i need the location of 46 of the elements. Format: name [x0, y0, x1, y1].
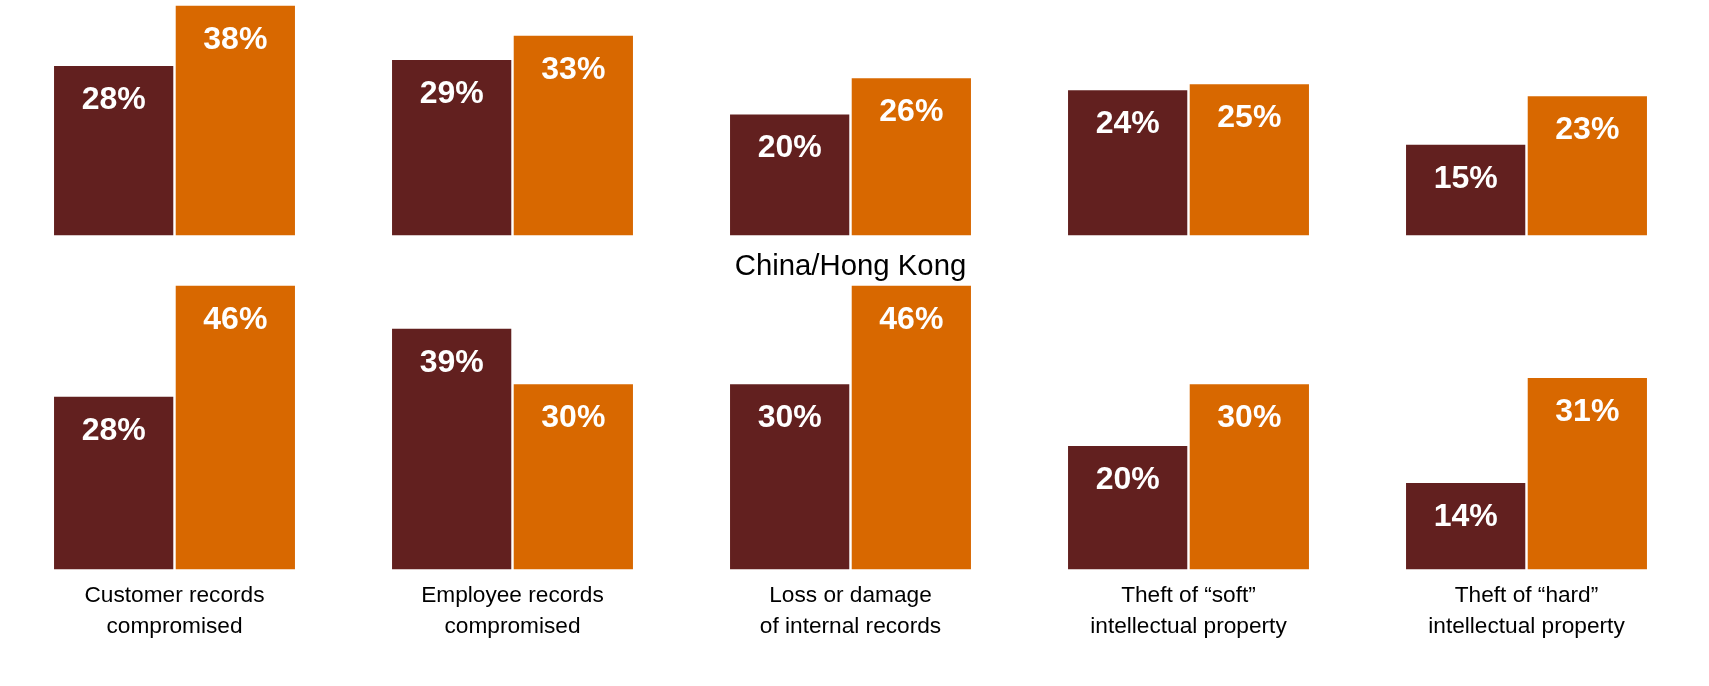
bar — [175, 285, 295, 570]
bar — [730, 384, 850, 570]
bar — [1527, 378, 1647, 570]
bar — [392, 59, 512, 236]
bar — [1189, 84, 1309, 236]
data-label: 30% — [541, 398, 606, 435]
bar — [851, 285, 971, 570]
bar — [1406, 483, 1526, 570]
data-label: 24% — [1095, 104, 1160, 141]
data-label: 15% — [1433, 158, 1498, 195]
bar — [54, 66, 174, 236]
bar — [513, 384, 633, 570]
data-label: 33% — [541, 49, 606, 86]
data-label: 23% — [1555, 110, 1620, 147]
data-label: 25% — [1217, 98, 1282, 135]
chart-title: China/Hong Kong — [734, 247, 967, 281]
data-label: 30% — [757, 398, 822, 435]
x-tick-label: Loss or damage of internal records — [759, 580, 942, 638]
data-label: 28% — [81, 80, 146, 117]
x-tick-label: Employee records compromised — [421, 580, 604, 638]
data-label: 39% — [419, 342, 484, 379]
bar — [1068, 446, 1188, 570]
bar — [1068, 90, 1188, 236]
data-label: 28% — [81, 410, 146, 447]
bar — [54, 396, 174, 570]
bar — [175, 5, 295, 236]
bar — [1527, 96, 1647, 236]
data-label: 20% — [1095, 460, 1160, 497]
bar — [730, 114, 850, 236]
data-label: 20% — [757, 128, 822, 165]
x-tick-label: Theft of “soft” intellectual property — [1090, 580, 1288, 638]
data-label: 14% — [1433, 497, 1498, 534]
bar — [851, 78, 971, 236]
data-label: 31% — [1555, 392, 1620, 429]
bar — [1189, 384, 1309, 570]
data-label: 46% — [879, 299, 944, 336]
x-tick-label: Theft of “hard” intellectual property — [1428, 580, 1626, 638]
x-tick-label: Customer records compromised — [84, 580, 265, 638]
data-label: 26% — [879, 92, 944, 129]
bar — [1406, 144, 1526, 236]
data-label: 30% — [1217, 398, 1282, 435]
data-label: 38% — [203, 19, 268, 56]
data-label: 46% — [203, 299, 268, 336]
bar — [513, 35, 633, 236]
bar — [392, 328, 512, 570]
data-label: 29% — [419, 73, 484, 110]
